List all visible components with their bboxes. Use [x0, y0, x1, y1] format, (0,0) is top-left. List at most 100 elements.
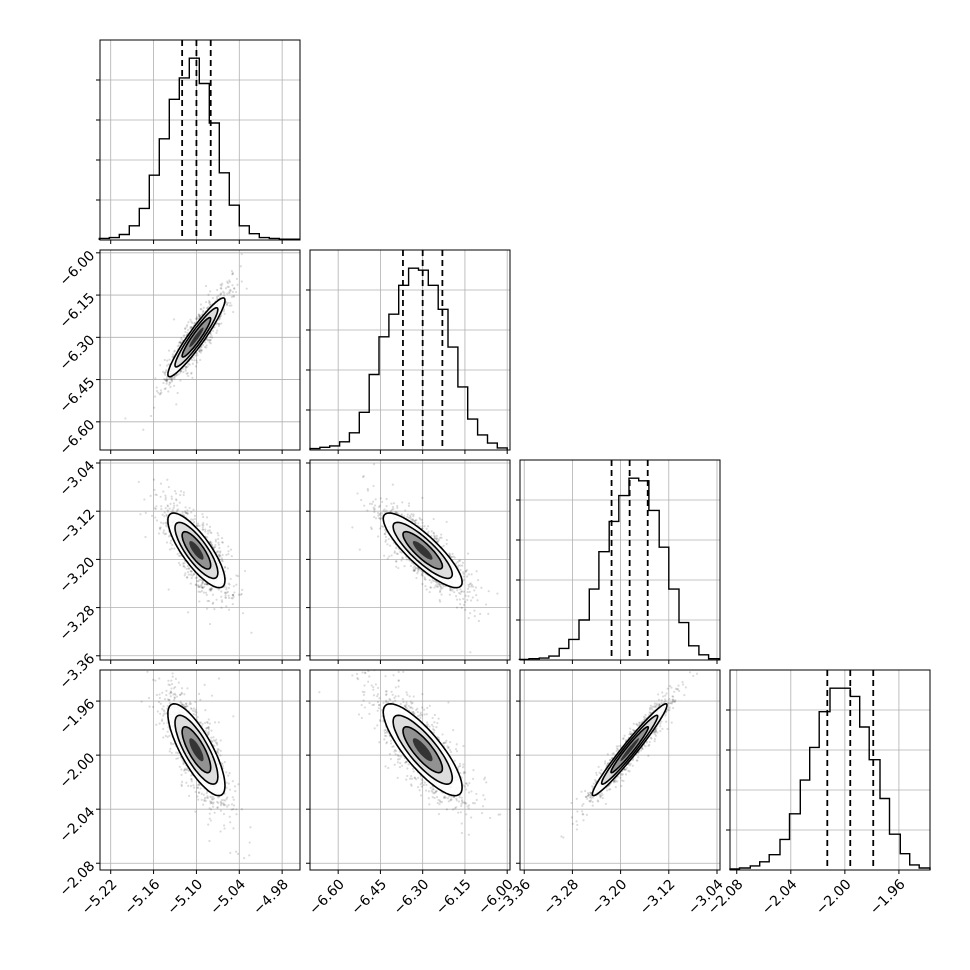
sample-point: [169, 695, 172, 698]
sample-point: [224, 594, 227, 597]
sample-point: [137, 480, 140, 484]
sample-point: [173, 504, 176, 507]
sample-point: [208, 341, 211, 344]
sample-point: [433, 586, 436, 589]
sample-point: [201, 528, 204, 531]
sample-point: [168, 692, 171, 695]
sample-point: [167, 679, 170, 682]
sample-point: [435, 580, 438, 583]
sample-point: [219, 754, 222, 757]
sample-point: [147, 696, 151, 700]
sample-point: [235, 277, 239, 281]
sample-point: [178, 501, 181, 504]
sample-point: [457, 564, 460, 567]
sample-point: [158, 677, 161, 680]
sample-point: [456, 560, 459, 564]
sample-point: [220, 599, 223, 602]
sample-point: [202, 309, 205, 313]
sample-point: [225, 771, 228, 774]
sample-point: [181, 511, 184, 514]
sample-point: [161, 691, 164, 694]
sample-point: [435, 581, 438, 584]
sample-point: [155, 386, 158, 389]
sample-point: [373, 515, 376, 519]
sample-point: [366, 489, 370, 492]
sample-point: [207, 529, 210, 532]
sample-point: [417, 567, 420, 570]
sample-point: [171, 508, 174, 511]
sample-point: [227, 596, 231, 600]
sample-point: [162, 531, 165, 534]
sample-point: [436, 585, 440, 588]
sample-point: [189, 573, 192, 576]
sample-point: [409, 514, 412, 517]
sample-point: [232, 295, 235, 298]
sample-point: [174, 693, 177, 696]
sample-point: [467, 616, 470, 620]
sample-point: [217, 588, 220, 591]
sample-point: [171, 355, 174, 358]
sample-point: [179, 493, 182, 497]
sample-point: [466, 575, 469, 578]
panel-content: [137, 478, 253, 634]
sample-point: [413, 569, 416, 572]
sample-point: [212, 601, 215, 604]
sample-point: [198, 314, 202, 317]
sample-point: [208, 301, 211, 304]
sample-point: [177, 373, 180, 376]
sample-point: [180, 691, 183, 694]
sample-point: [448, 552, 451, 555]
sample-point: [468, 583, 472, 586]
sample-point: [184, 327, 187, 330]
sample-point: [380, 512, 383, 515]
sample-point: [409, 564, 412, 567]
sample-point: [205, 523, 209, 526]
sample-point: [417, 570, 420, 573]
sample-point: [158, 722, 161, 725]
sample-point: [219, 550, 222, 553]
sample-point: [226, 282, 230, 285]
sample-point: [235, 813, 238, 816]
sample-point: [185, 702, 188, 706]
sample-point: [231, 593, 235, 596]
sample-point: [438, 600, 442, 603]
sample-point: [185, 325, 188, 328]
panel-content: [351, 463, 499, 654]
sample-point: [467, 585, 471, 588]
sample-point: [162, 490, 165, 493]
sample-point: [243, 569, 247, 573]
sample-point: [401, 556, 404, 559]
sample-point: [472, 585, 475, 588]
sample-point: [170, 743, 173, 746]
sample-point: [202, 515, 205, 519]
sample-point: [175, 510, 178, 514]
sample-point: [203, 345, 206, 349]
sample-point: [219, 830, 222, 833]
sample-point: [409, 516, 412, 519]
sample-point: [182, 493, 185, 497]
sample-point: [198, 315, 201, 319]
sample-point: [196, 354, 199, 357]
sample-point: [167, 588, 170, 591]
sample-point: [220, 559, 224, 562]
sample-point: [211, 329, 215, 332]
sample-point: [225, 553, 228, 557]
sample-point: [177, 508, 180, 511]
sample-point: [164, 532, 168, 535]
sample-point: [237, 593, 240, 596]
sample-point: [218, 554, 221, 557]
sample-point: [204, 591, 208, 594]
sample-point: [227, 553, 230, 556]
sample-point: [208, 300, 211, 304]
sample-point: [198, 350, 201, 353]
sample-point: [392, 502, 396, 505]
sample-point: [217, 553, 220, 556]
sample-point: [391, 483, 394, 486]
sample-point: [198, 783, 201, 787]
sample-point: [219, 283, 222, 286]
sample-point: [198, 350, 201, 353]
sample-point: [372, 506, 375, 509]
sample-point: [394, 511, 398, 514]
sample-point: [400, 551, 403, 554]
sample-point: [400, 559, 403, 562]
